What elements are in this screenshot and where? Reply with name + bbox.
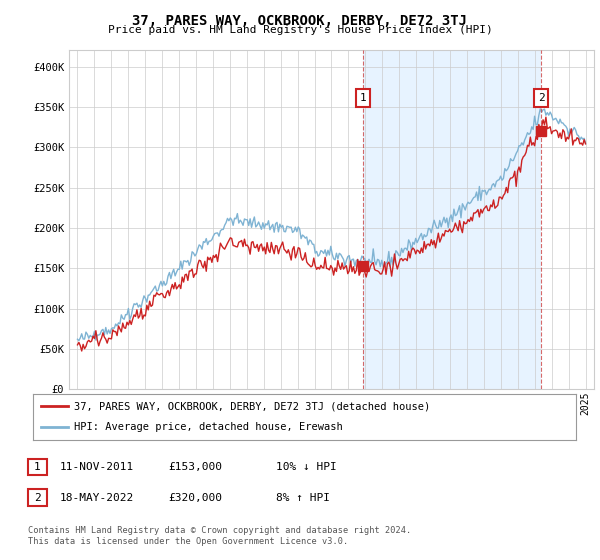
Text: 37, PARES WAY, OCKBROOK, DERBY, DE72 3TJ: 37, PARES WAY, OCKBROOK, DERBY, DE72 3TJ xyxy=(133,14,467,28)
Text: 11-NOV-2011: 11-NOV-2011 xyxy=(60,462,134,472)
Text: 18-MAY-2022: 18-MAY-2022 xyxy=(60,493,134,503)
Text: 37, PARES WAY, OCKBROOK, DERBY, DE72 3TJ (detached house): 37, PARES WAY, OCKBROOK, DERBY, DE72 3TJ… xyxy=(74,401,430,411)
Text: 2: 2 xyxy=(34,493,41,503)
Text: HPI: Average price, detached house, Erewash: HPI: Average price, detached house, Erew… xyxy=(74,422,343,432)
Text: £320,000: £320,000 xyxy=(168,493,222,503)
Text: 2: 2 xyxy=(538,93,545,103)
Bar xyxy=(363,50,541,389)
Text: 8% ↑ HPI: 8% ↑ HPI xyxy=(276,493,330,503)
Text: Contains HM Land Registry data © Crown copyright and database right 2024.
This d: Contains HM Land Registry data © Crown c… xyxy=(28,526,411,546)
Text: Price paid vs. HM Land Registry's House Price Index (HPI): Price paid vs. HM Land Registry's House … xyxy=(107,25,493,35)
Text: £153,000: £153,000 xyxy=(168,462,222,472)
Text: 1: 1 xyxy=(34,462,41,472)
Text: 10% ↓ HPI: 10% ↓ HPI xyxy=(276,462,337,472)
Text: 1: 1 xyxy=(359,93,367,103)
